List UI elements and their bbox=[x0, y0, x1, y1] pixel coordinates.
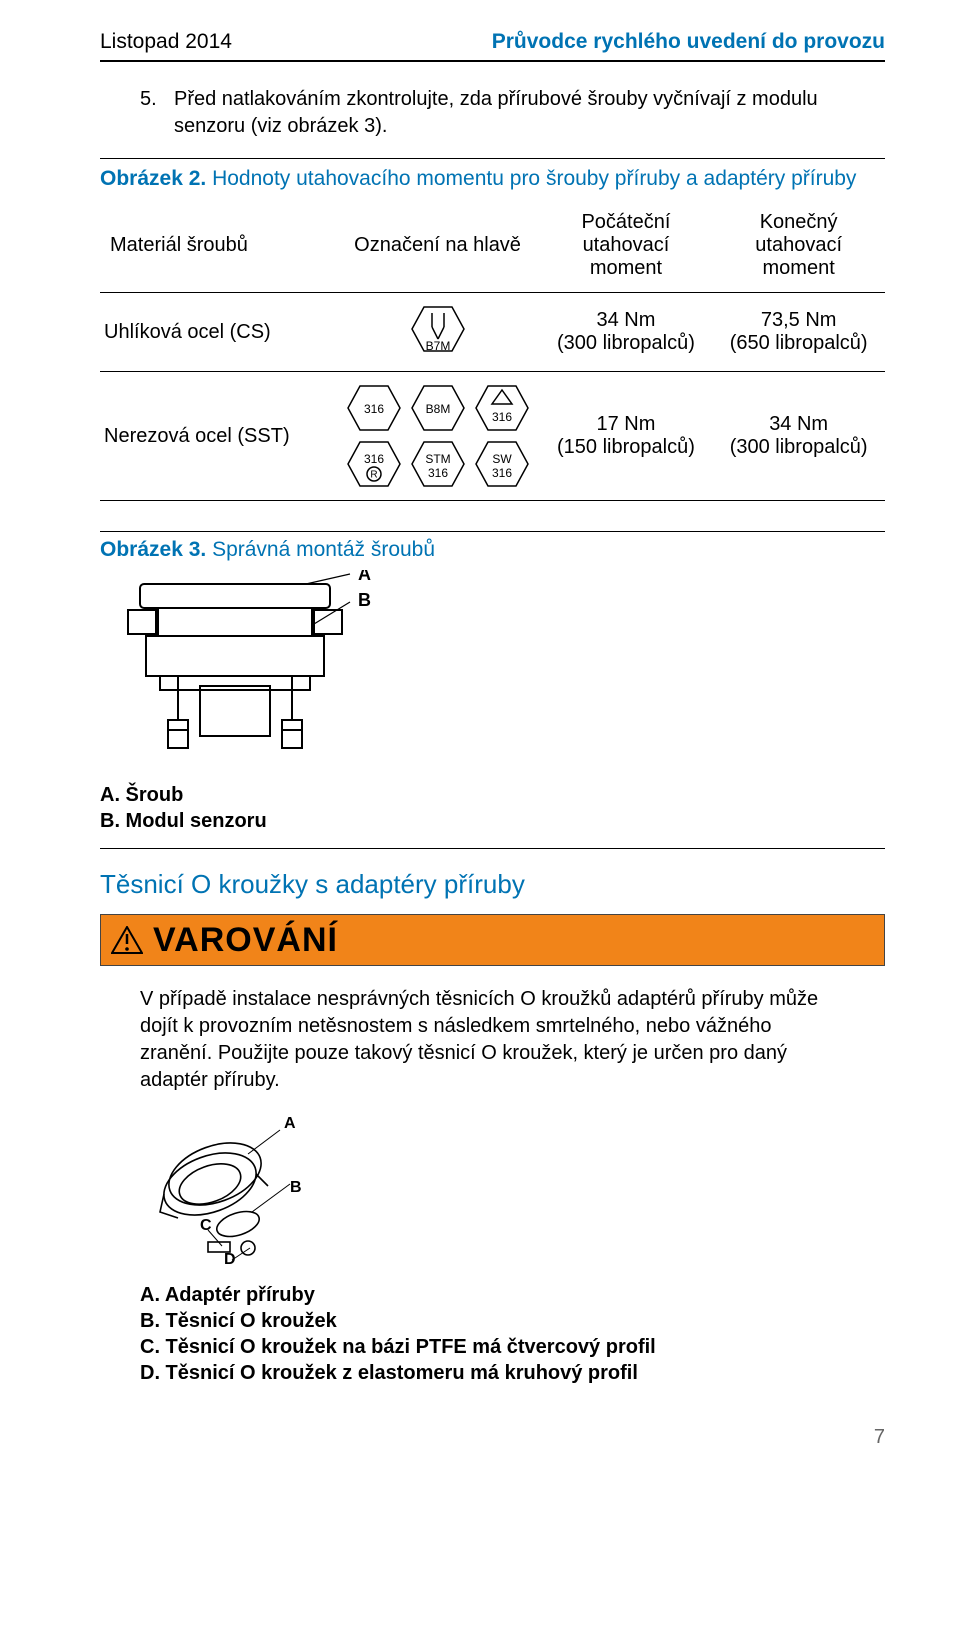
svg-text:316: 316 bbox=[363, 402, 383, 416]
hex-b7m-icon: B7M bbox=[410, 305, 466, 353]
page-number: 7 bbox=[100, 1426, 885, 1449]
fig3-lead: Obrázek 3. bbox=[100, 538, 206, 561]
th-final: Konečný utahovací moment bbox=[712, 199, 885, 293]
initial-sub-sst: (150 libropalců) bbox=[550, 436, 703, 459]
hex-316-r-icon: 316 R bbox=[346, 440, 402, 488]
final-val-sst: 34 Nm bbox=[722, 413, 875, 436]
oring-legend-c: C. Těsnicí O kroužek na bázi PTFE má čtv… bbox=[140, 1334, 845, 1360]
cell-initial-cs: 34 Nm (300 libropalců) bbox=[540, 293, 713, 372]
cell-initial-sst: 17 Nm (150 libropalců) bbox=[540, 372, 713, 501]
rule-before-fig3 bbox=[100, 531, 885, 532]
fig3-title-text: Správná montáž šroubů bbox=[212, 538, 435, 561]
cell-material-cs: Uhlíková ocel (CS) bbox=[100, 293, 336, 372]
svg-text:B7M: B7M bbox=[425, 339, 450, 353]
table-header-row: Materiál šroubů Označení na hlavě Počáte… bbox=[100, 199, 885, 293]
fig2-title-text: Hodnoty utahovacího momentu pro šrouby p… bbox=[212, 167, 856, 190]
oring-legend-d: D. Těsnicí O kroužek z elastomeru má kru… bbox=[140, 1360, 845, 1386]
th-initial: Počáteční utahovací moment bbox=[540, 199, 713, 293]
fig3-label-b: B bbox=[358, 590, 371, 610]
warning-triangle-icon bbox=[111, 926, 143, 954]
fig3-legend-a: A. Šroub bbox=[100, 782, 885, 808]
final-sub-cs: (650 libropalců) bbox=[722, 332, 875, 355]
final-val-cs: 73,5 Nm bbox=[722, 309, 875, 332]
cell-mark-sst: 316 B8M 316 316R STM316 SW316 bbox=[336, 372, 540, 501]
cell-material-sst: Nerezová ocel (SST) bbox=[100, 372, 336, 501]
initial-val-sst: 17 Nm bbox=[550, 413, 703, 436]
fig3-legend: A. Šroub B. Modul senzoru bbox=[100, 782, 885, 834]
fig2-lead: Obrázek 2. bbox=[100, 167, 206, 190]
svg-text:B8M: B8M bbox=[425, 402, 450, 416]
flange-adapter-diagram: A B C D bbox=[150, 1114, 320, 1264]
rule-after-fig3 bbox=[100, 848, 885, 849]
initial-val-cs: 34 Nm bbox=[550, 309, 703, 332]
svg-text:316: 316 bbox=[427, 466, 447, 480]
final-sub-sst: (300 libropalců) bbox=[722, 436, 875, 459]
hex-sw-316-icon: SW316 bbox=[474, 440, 530, 488]
oring-legend-b: B. Těsnicí O kroužek bbox=[140, 1308, 845, 1334]
hex-316-icon: 316 bbox=[346, 384, 402, 432]
warning-label: VAROVÁNÍ bbox=[153, 921, 338, 960]
sensor-module-diagram: A B bbox=[100, 570, 380, 770]
cell-final-sst: 34 Nm (300 libropalců) bbox=[712, 372, 885, 501]
warning-body: V případě instalace nesprávných těsnicíc… bbox=[100, 986, 885, 1386]
oring-legend-a: A. Adaptér příruby bbox=[140, 1282, 845, 1308]
th-mark: Označení na hlavě bbox=[336, 199, 540, 293]
fig3-legend-b: B. Modul senzoru bbox=[100, 808, 885, 834]
figure-3-title: Obrázek 3. Správná montáž šroubů bbox=[100, 538, 885, 562]
hex-b8m-icon: B8M bbox=[410, 384, 466, 432]
svg-text:316: 316 bbox=[363, 452, 383, 466]
oring-label-d: D bbox=[224, 1251, 236, 1264]
rule-before-fig2 bbox=[100, 158, 885, 159]
step-text: Před natlakováním zkontrolujte, zda přír… bbox=[174, 86, 885, 140]
cell-final-cs: 73,5 Nm (650 libropalců) bbox=[712, 293, 885, 372]
step-number: 5. bbox=[140, 86, 174, 140]
initial-sub-cs: (300 libropalců) bbox=[550, 332, 703, 355]
oring-section-title: Těsnicí O kroužky s adaptéry příruby bbox=[100, 869, 885, 900]
warning-text: V případě instalace nesprávných těsnicíc… bbox=[140, 986, 845, 1094]
svg-text:R: R bbox=[370, 470, 377, 481]
table-row: Nerezová ocel (SST) 316 B8M 316 316 R STM… bbox=[100, 372, 885, 501]
oring-label-a: A bbox=[284, 1115, 296, 1132]
svg-text:SW: SW bbox=[492, 452, 512, 466]
header-rule bbox=[100, 60, 885, 62]
step-5: 5. Před natlakováním zkontrolujte, zda p… bbox=[140, 86, 885, 140]
oring-label-c: C bbox=[200, 1217, 212, 1234]
svg-text:316: 316 bbox=[491, 466, 511, 480]
hex-tri-316-icon: 316 bbox=[474, 384, 530, 432]
oring-label-b: B bbox=[290, 1179, 302, 1196]
svg-text:316: 316 bbox=[491, 410, 511, 424]
hex-stm-316-icon: STM316 bbox=[410, 440, 466, 488]
svg-text:STM: STM bbox=[425, 452, 450, 466]
cell-mark-cs: B7M bbox=[336, 293, 540, 372]
header-doc-title: Průvodce rychlého uvedení do provozu bbox=[492, 30, 885, 54]
warning-banner: VAROVÁNÍ bbox=[100, 914, 885, 966]
header-date: Listopad 2014 bbox=[100, 30, 232, 54]
oring-legend: A. Adaptér příruby B. Těsnicí O kroužek … bbox=[140, 1282, 845, 1386]
figure-2-title: Obrázek 2. Hodnoty utahovacího momentu p… bbox=[100, 167, 885, 191]
fig3-label-a: A bbox=[358, 570, 371, 584]
th-material: Materiál šroubů bbox=[100, 199, 336, 293]
torque-table: Materiál šroubů Označení na hlavě Počáte… bbox=[100, 199, 885, 501]
table-row: Uhlíková ocel (CS) B7M 34 Nm (300 librop… bbox=[100, 293, 885, 372]
